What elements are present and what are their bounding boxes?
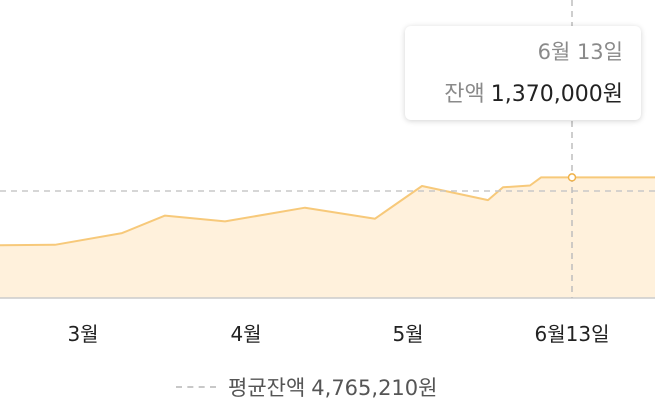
balance-area-fill <box>0 177 655 298</box>
tooltip-date: 6월 13일 <box>537 40 623 64</box>
legend-average-value: 4,765,210원 <box>311 376 438 400</box>
x-tick-label: 6월13일 <box>535 322 610 346</box>
balance-series-line <box>0 176 655 247</box>
x-tick-label: 3월 <box>67 322 98 346</box>
legend: 평균잔액 4,765,210원 <box>176 372 437 402</box>
legend-average-label: 평균잔액 <box>228 376 306 400</box>
tooltip-balance-value: 1,370,000원 <box>490 82 623 107</box>
x-tick-label: 4월 <box>230 322 261 346</box>
highlight-point <box>567 173 577 182</box>
tooltip-balance-label: 잔액 <box>444 82 485 107</box>
tooltip-balance-row: 잔액 1,370,000원 <box>444 76 623 108</box>
tooltip: 6월 13일 잔액 1,370,000원 <box>405 26 641 120</box>
legend-dashed-line-swatch <box>176 386 216 388</box>
x-tick-label: 5월 <box>392 322 423 346</box>
